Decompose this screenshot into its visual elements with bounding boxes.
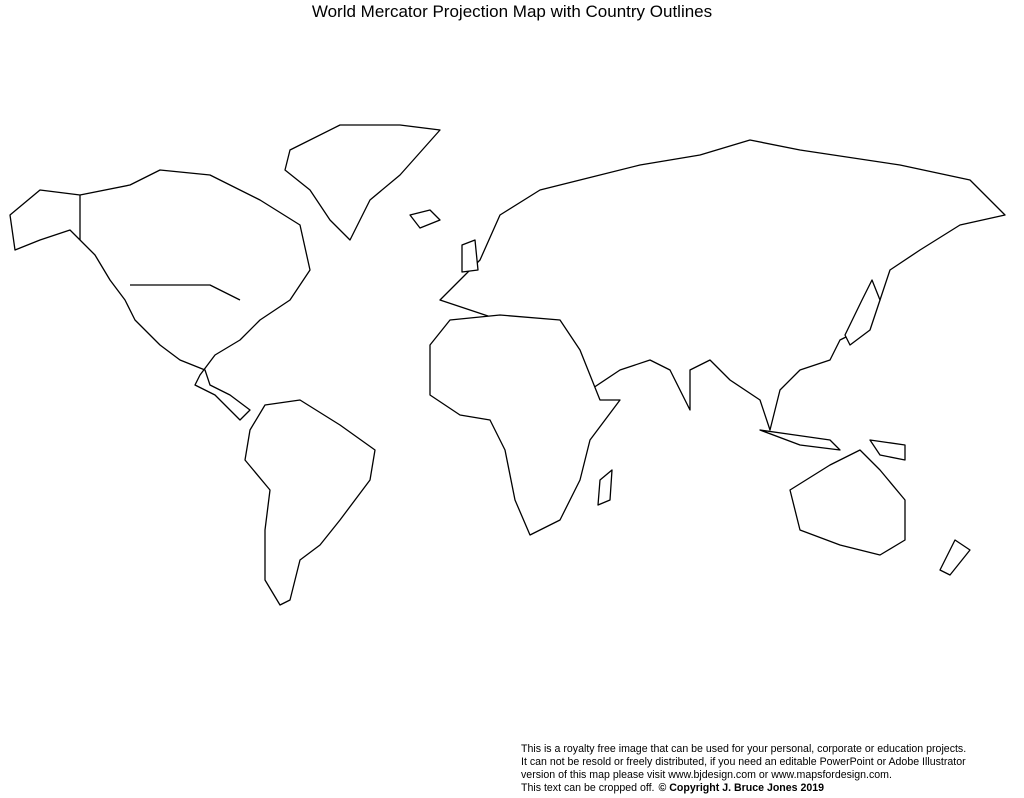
madagascar: [597, 469, 613, 506]
australia: [789, 449, 906, 556]
greenland: [284, 124, 441, 241]
notice-line-4: This text can be cropped off.: [521, 782, 655, 794]
iceland: [409, 209, 441, 229]
south-america: [244, 399, 376, 606]
japan: [844, 279, 881, 346]
copyright-text: © Copyright J. Bruce Jones 2019: [658, 782, 825, 794]
great-britain: [461, 239, 479, 273]
notice-line-3: version of this map please visit www.bjd…: [521, 769, 892, 781]
copyright-notice: This is a royalty free image that can be…: [521, 743, 966, 795]
africa: [429, 314, 621, 536]
new-guinea: [869, 439, 906, 461]
north-america: [9, 169, 311, 421]
canada-us-border: [79, 195, 241, 301]
notice-line-2: It can not be resold or freely distribut…: [521, 756, 966, 768]
notice-line-1: This is a royalty free image that can be…: [521, 743, 967, 755]
new-zealand: [939, 539, 971, 576]
map-title: World Mercator Projection Map with Count…: [311, 2, 713, 21]
indonesia: [759, 429, 841, 451]
